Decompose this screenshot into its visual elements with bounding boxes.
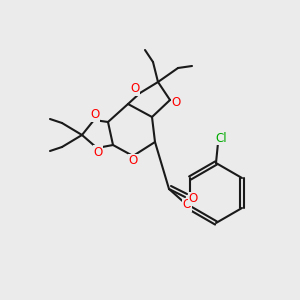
Text: Cl: Cl <box>215 131 227 145</box>
Text: O: O <box>188 193 198 206</box>
Text: O: O <box>128 154 138 167</box>
Text: O: O <box>130 82 140 95</box>
Text: O: O <box>182 199 192 212</box>
Text: O: O <box>171 95 181 109</box>
Text: O: O <box>93 146 103 158</box>
Text: O: O <box>90 109 100 122</box>
